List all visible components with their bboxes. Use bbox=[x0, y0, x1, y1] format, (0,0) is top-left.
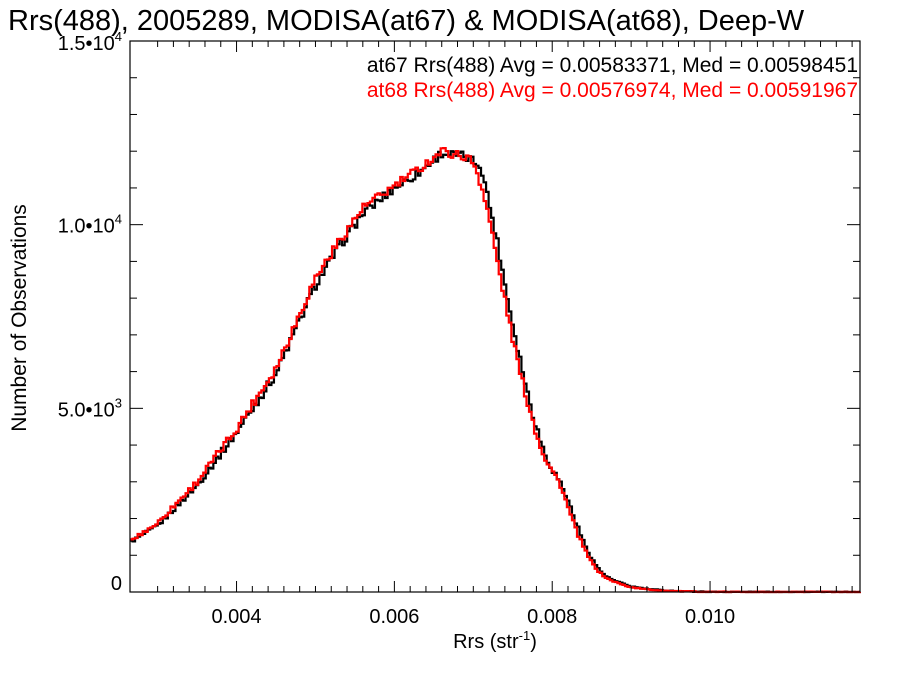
legend-entry-at68: at68 Rrs(488) Avg = 0.00576974, Med = 0.… bbox=[367, 79, 858, 102]
plot-background bbox=[130, 41, 860, 592]
y-tick-label: 0 bbox=[111, 573, 122, 595]
x-axis-label: Rrs (str-1) bbox=[453, 628, 537, 653]
y-tick-label: 1.5•104 bbox=[58, 29, 122, 55]
plot-frame bbox=[129, 40, 861, 593]
y-tick-label: 5.0•103 bbox=[58, 395, 122, 421]
legend-entry-at67: at67 Rrs(488) Avg = 0.00583371, Med = 0.… bbox=[367, 54, 858, 77]
y-tick-label: 1.0•104 bbox=[58, 212, 122, 238]
plot-area bbox=[130, 41, 860, 592]
x-tick-label: 0.008 bbox=[527, 606, 577, 628]
x-tick-label: 0.006 bbox=[369, 606, 419, 628]
y-axis-label: Number of Observations bbox=[8, 204, 31, 432]
chart-title: Rrs(488), 2005289, MODISA(at67) & MODISA… bbox=[8, 5, 805, 37]
axes-layer: 0.004 0.006 0.008 0.010 0 5.0•103 1.0•104 1.5•1… bbox=[58, 29, 861, 628]
x-tick-label: 0.004 bbox=[212, 606, 262, 628]
x-tick-label: 0.010 bbox=[685, 606, 735, 628]
